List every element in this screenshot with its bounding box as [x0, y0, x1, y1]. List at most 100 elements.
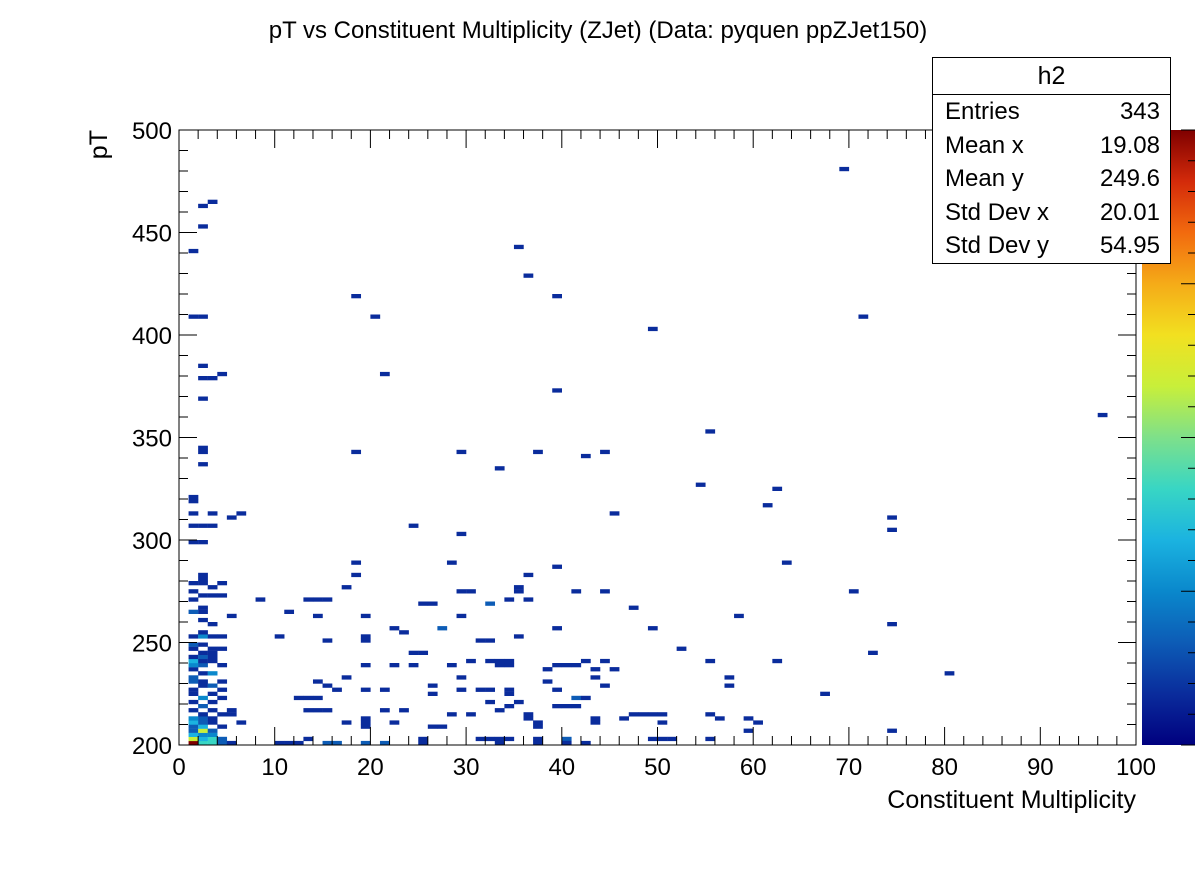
heatmap-cell: [523, 712, 534, 717]
heatmap-cell: [207, 650, 218, 655]
heatmap-cell: [571, 663, 582, 668]
stats-value: 20.01: [1099, 198, 1160, 226]
heatmap-cell: [619, 716, 629, 721]
heatmap-cell: [561, 740, 572, 746]
heatmap-cell: [217, 712, 228, 717]
stats-value: 249.6: [1099, 165, 1160, 192]
heatmap-cell: [188, 511, 199, 516]
stats-row: Entries 343: [933, 95, 1170, 129]
heatmap-cell: [198, 740, 208, 746]
heatmap-cell: [542, 667, 553, 672]
heatmap-cell: [456, 687, 467, 692]
heatmap-cell: [226, 712, 237, 717]
heatmap-cell: [427, 601, 438, 606]
x-tick-label: 80: [931, 754, 958, 781]
x-tick-label: 70: [836, 754, 863, 781]
x-tick-label: 50: [644, 754, 671, 781]
heatmap-cell: [523, 716, 534, 721]
heatmap-cell: [858, 314, 869, 319]
heatmap-cell: [552, 704, 562, 709]
x-tick-label: 20: [357, 754, 384, 781]
heatmap-cell: [647, 326, 658, 332]
heatmap-cell: [513, 634, 524, 639]
heatmap-cell: [360, 613, 371, 619]
heatmap-cell: [207, 716, 218, 721]
heatmap-cell: [188, 597, 199, 602]
y-axis-label: pT: [85, 130, 113, 159]
heatmap-cell: [198, 642, 208, 647]
heatmap-cell: [341, 585, 352, 590]
heatmap-cell: [303, 597, 314, 602]
heatmap-cell: [198, 376, 208, 381]
heatmap-cell: [303, 708, 314, 713]
heatmap-cell: [647, 626, 658, 631]
heatmap-cell: [571, 589, 582, 594]
heatmap-cell: [207, 728, 218, 733]
heatmap-cell: [513, 699, 524, 705]
heatmap-cell: [207, 671, 218, 676]
heatmap-cell: [485, 687, 496, 692]
heatmap-cell: [188, 736, 199, 742]
heatmap-cell: [485, 601, 496, 606]
heatmap-cell: [293, 695, 304, 701]
heatmap-cell: [714, 716, 725, 721]
heatmap-cell: [198, 695, 208, 701]
heatmap-cell: [217, 593, 228, 598]
heatmap-cell: [494, 736, 505, 742]
heatmap-cell: [188, 499, 199, 504]
x-tick-label: 0: [172, 754, 185, 781]
heatmap-cell: [188, 581, 199, 586]
heatmap-cell: [446, 560, 457, 565]
heatmap-cell: [475, 736, 486, 742]
x-tick-label: 40: [548, 754, 575, 781]
heatmap-cell: [198, 683, 208, 688]
heatmap-cell: [198, 650, 208, 655]
heatmap-cell: [839, 166, 850, 172]
heatmap-cell: [705, 658, 716, 664]
heatmap-cell: [456, 613, 467, 619]
heatmap-cell: [705, 736, 716, 742]
heatmap-cell: [360, 716, 371, 721]
stats-row: Mean x 19.08: [933, 129, 1170, 163]
y-tick-label: 200: [132, 733, 172, 760]
y-tick-label: 450: [132, 221, 172, 248]
heatmap-cell: [188, 732, 199, 737]
stats-row: Mean y 249.6: [933, 162, 1170, 196]
heatmap-cell: [207, 511, 218, 516]
x-tick-label: 10: [261, 754, 288, 781]
heatmap-cell: [504, 663, 515, 668]
heatmap-cell: [198, 396, 208, 401]
heatmap-cell: [552, 294, 562, 299]
heatmap-cell: [485, 638, 496, 643]
heatmap-cell: [207, 593, 218, 598]
heatmap-cell: [198, 449, 208, 455]
heatmap-cell: [198, 658, 208, 664]
heatmap-cell: [513, 244, 524, 250]
heatmap-cell: [533, 449, 543, 455]
heatmap-cell: [188, 708, 199, 713]
heatmap-cell: [360, 638, 371, 643]
heatmap-cell: [188, 740, 199, 746]
heatmap-cell: [724, 683, 735, 688]
heatmap-cell: [198, 630, 208, 635]
heatmap-cell: [772, 486, 783, 491]
heatmap-cell: [360, 634, 371, 639]
heatmap-cell: [255, 597, 266, 602]
heatmap-cell: [198, 572, 208, 578]
heatmap-cell: [198, 576, 208, 582]
heatmap-cell: [868, 650, 878, 655]
heatmap-cell: [600, 449, 610, 455]
heatmap-cell: [188, 540, 199, 545]
heatmap-cell: [647, 712, 658, 717]
heatmap-cell: [705, 712, 716, 717]
heatmap-cell: [188, 609, 199, 614]
heatmap-cell: [389, 720, 400, 725]
heatmap-cell: [600, 658, 610, 664]
heatmap-cell: [207, 736, 218, 742]
heatmap-cell: [207, 708, 218, 713]
heatmap-cell: [207, 523, 218, 528]
heatmap-cell: [360, 687, 371, 692]
heatmap-cell: [360, 720, 371, 725]
heatmap-cell: [207, 585, 218, 590]
heatmap-cell: [198, 224, 208, 229]
